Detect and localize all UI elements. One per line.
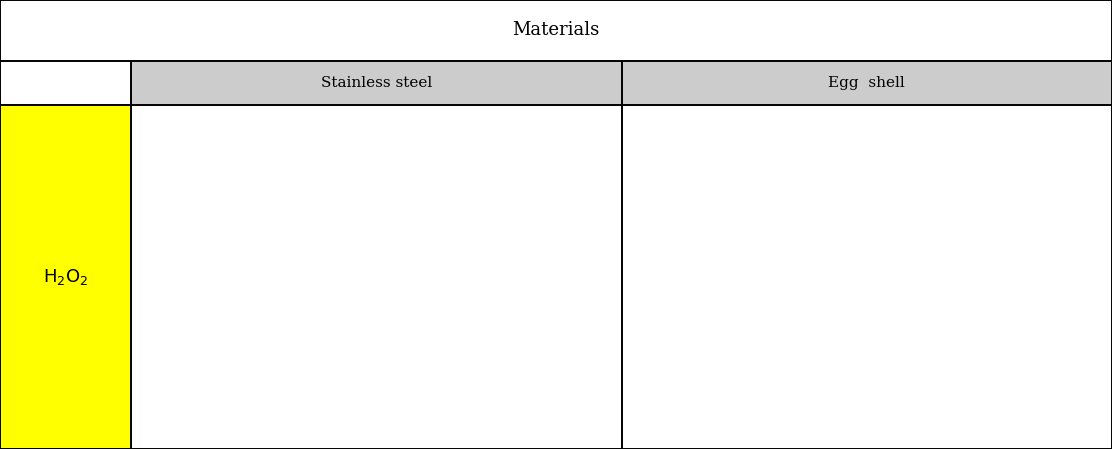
Text: Egg  shell: Egg shell [828, 75, 905, 90]
Legend: Biofilm, Planktonic cell: Biofilm, Planktonic cell [977, 123, 1095, 157]
Y-axis label: log CFU/cm2: log CFU/cm2 [162, 221, 172, 295]
X-axis label: Hydrogen peroxide concentration: Hydrogen peroxide concentration [308, 418, 498, 428]
Y-axis label: log CFU/cm2: log CFU/cm2 [653, 221, 663, 295]
Text: Stainless steel: Stainless steel [320, 75, 433, 90]
Text: $\mathrm{H_2O_2}$: $\mathrm{H_2O_2}$ [43, 267, 88, 287]
Legend: Biofilm, Planktonic cell: Biofilm, Planktonic cell [487, 123, 605, 157]
Text: Materials: Materials [513, 21, 599, 40]
X-axis label: Hydrogen peroxide concentration: Hydrogen peroxide concentration [798, 418, 989, 428]
